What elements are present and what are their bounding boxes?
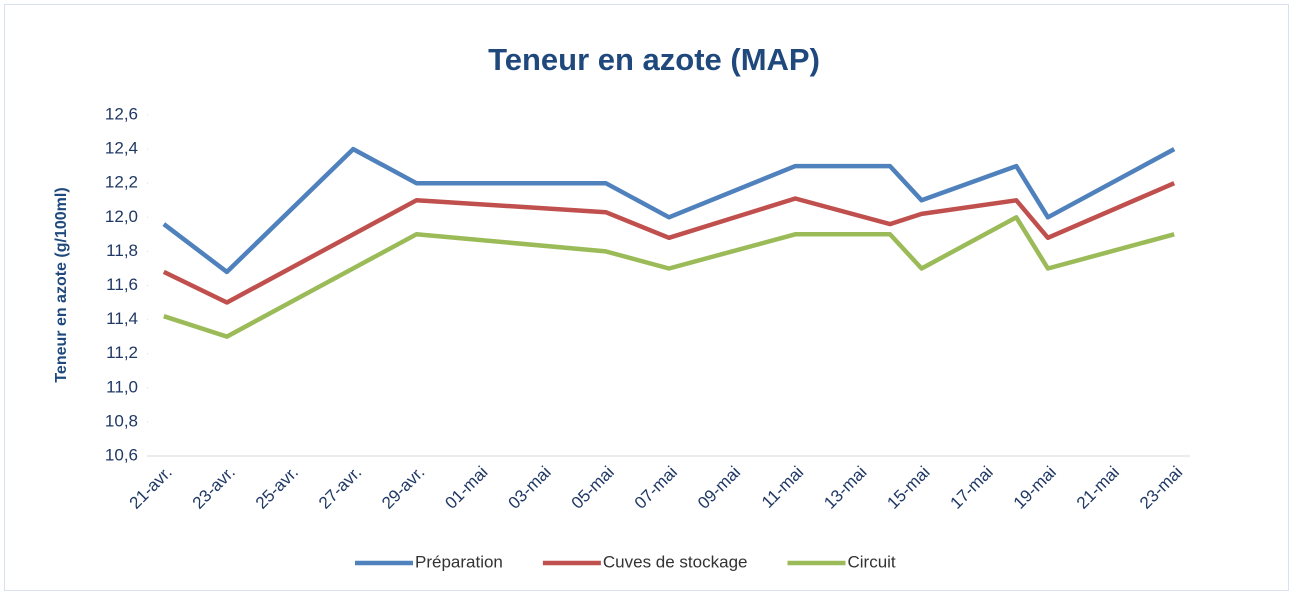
y-axis-label: Teneur en azote (g/100ml): [53, 187, 70, 382]
y-tick-label: 12,4: [105, 139, 138, 158]
y-tick-label: 12,6: [105, 104, 138, 123]
y-tick-label: 10,8: [105, 411, 138, 430]
y-tick-label: 12,0: [105, 207, 138, 226]
legend-label: Préparation: [415, 552, 503, 571]
y-tick-label: 11,6: [106, 275, 138, 294]
chart-title: Teneur en azote (MAP): [488, 42, 820, 77]
series-line: [163, 215, 1175, 339]
series-line: [162, 146, 1176, 275]
legend-label: Cuves de stockage: [603, 552, 748, 571]
y-tick-label: 12,2: [105, 173, 138, 192]
y-tick-label: 10,6: [105, 445, 138, 464]
y-tick-label: 11,0: [106, 377, 138, 396]
y-tick-label: 11,4: [106, 309, 138, 328]
legend: Préparation Cuves de stockage Circuit: [355, 552, 896, 571]
y-tick-label: 11,2: [106, 343, 138, 362]
y-tick-label: 11,8: [106, 241, 138, 260]
series-line: [162, 181, 1176, 305]
legend-label: Circuit: [847, 552, 895, 571]
